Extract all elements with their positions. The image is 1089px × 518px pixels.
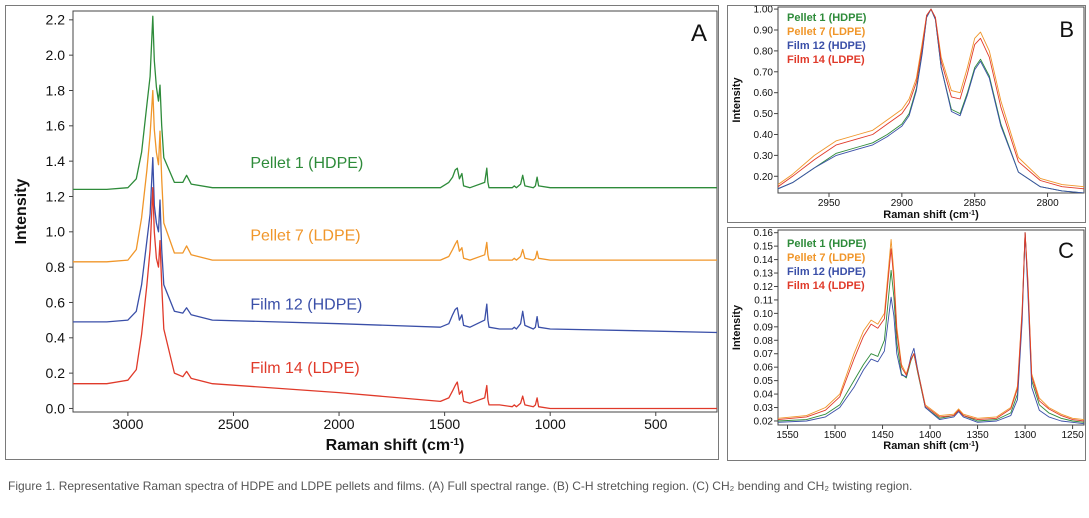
legend-entry-b-3: Film 14 (LDPE) <box>787 54 865 66</box>
legend-entry-c-2: Film 12 (HDPE) <box>787 266 866 278</box>
y-axis-label-c: Intensity <box>731 304 743 350</box>
series-label-a-1: Pellet 7 (LDPE) <box>250 228 360 245</box>
y-tick-label-b: 1.00 <box>754 6 774 16</box>
y-axis-label-a: Intensity <box>13 179 30 245</box>
y-tick-label-a: 1.8 <box>46 82 66 98</box>
x-tick-label-c: 1550 <box>776 430 799 441</box>
legend-entry-c-3: Film 14 (LDPE) <box>787 280 865 292</box>
x-tick-label-c: 1400 <box>919 430 942 441</box>
y-tick-label-c: 0.15 <box>754 242 774 253</box>
y-tick-label-c: 0.13 <box>754 269 774 280</box>
y-tick-label-c: 0.02 <box>754 416 774 427</box>
y-tick-label-b: 0.60 <box>754 88 774 99</box>
y-tick-label-a: 1.0 <box>46 224 66 240</box>
y-tick-label-c: 0.06 <box>754 363 774 374</box>
y-tick-label-a: 0.6 <box>46 294 66 310</box>
y-tick-label-c: 0.03 <box>754 403 774 414</box>
x-tick-label-c: 1350 <box>966 430 989 441</box>
y-tick-label-c: 0.04 <box>754 390 774 401</box>
series-label-a-3: Film 14 (LDPE) <box>250 360 359 377</box>
y-tick-label-b: 0.70 <box>754 67 774 78</box>
y-tick-label-a: 1.4 <box>46 153 66 169</box>
y-tick-label-c: 0.14 <box>754 255 774 266</box>
x-tick-label-a: 500 <box>644 416 668 432</box>
y-tick-label-a: 0.0 <box>46 400 66 416</box>
x-tick-label-c: 1250 <box>1061 430 1084 441</box>
legend-entry-b-1: Pellet 7 (LDPE) <box>787 26 866 38</box>
series-label-a-0: Pellet 1 (HDPE) <box>250 155 363 172</box>
series-line-a-3 <box>73 187 717 410</box>
chart-b-svg: 2950 2900 2850 2800 0.20 0.30 0.40 0.50 0.60 0.70… <box>731 6 1085 221</box>
panel-b-ch-stretching: 2950 2900 2850 2800 0.20 0.30 0.40 0.50 0.60 0.70… <box>727 5 1086 223</box>
x-tick-label-a: 3000 <box>112 416 143 432</box>
chart-a-svg: 3000 2500 2000 1500 1000 500 0.0 0.2 0.4 0.6 0.8 1.… <box>13 10 718 455</box>
legend-entry-c-1: Pellet 7 (LDPE) <box>787 252 866 264</box>
panel-a-full-spectrum: 3000 2500 2000 1500 1000 500 0.0 0.2 0.4 0.6 0.8 1.… <box>5 5 719 460</box>
panel-letter-c: C <box>1058 238 1074 263</box>
x-tick-label-c: 1300 <box>1014 430 1037 441</box>
legend-entry-b-2: Film 12 (HDPE) <box>787 40 866 52</box>
x-tick-label-b: 2950 <box>818 198 841 209</box>
y-tick-label-c: 0.07 <box>754 349 774 360</box>
y-tick-label-a: 1.6 <box>46 118 66 134</box>
x-tick-label-a: 1500 <box>429 416 460 432</box>
y-tick-label-a: 0.8 <box>46 259 66 275</box>
series-label-a-2: Film 12 (HDPE) <box>250 297 362 314</box>
y-tick-label-c: 0.10 <box>754 309 774 320</box>
y-tick-label-a: 0.4 <box>46 330 66 346</box>
panel-letter-a: A <box>691 20 707 47</box>
x-tick-label-b: 2800 <box>1036 198 1059 209</box>
y-axis-label-b: Intensity <box>731 77 743 123</box>
y-tick-label-a: 0.2 <box>46 365 66 381</box>
plot-area-b <box>777 6 1085 194</box>
series-line-b-2 <box>778 8 1084 193</box>
y-tick-label-b: 0.90 <box>754 25 774 36</box>
y-tick-label-c: 0.12 <box>754 282 774 293</box>
series-line-a-1 <box>73 89 717 263</box>
y-tick-label-c: 0.09 <box>754 322 774 333</box>
x-tick-label-a: 2000 <box>323 416 354 432</box>
chart-c-svg: 1550 1500 1450 1400 1350 1300 1250 0.02 0.03 0.04… <box>731 228 1085 452</box>
figure-caption: Figure 1. Representative Raman spectra o… <box>8 479 913 493</box>
y-tick-label-b: 0.50 <box>754 109 774 120</box>
y-tick-label-b: 0.20 <box>754 172 774 183</box>
x-tick-label-c: 1500 <box>824 430 847 441</box>
x-tick-label-a: 2500 <box>218 416 249 432</box>
y-tick-label-c: 0.08 <box>754 336 774 347</box>
series-line-a-0 <box>73 15 717 191</box>
x-tick-label-b: 2900 <box>891 198 914 209</box>
plot-area-c <box>777 229 1085 426</box>
x-axis-label-c: Raman shift (cm-1) <box>883 440 979 452</box>
y-tick-label-a: 2.0 <box>46 47 66 63</box>
y-tick-label-c: 0.16 <box>754 228 774 239</box>
y-tick-label-c: 0.05 <box>754 376 774 387</box>
y-tick-label-b: 0.80 <box>754 46 774 57</box>
legend-entry-b-0: Pellet 1 (HDPE) <box>787 12 867 24</box>
x-axis-label-b: Raman shift (cm-1) <box>883 209 979 221</box>
y-tick-label-b: 0.30 <box>754 151 774 162</box>
plot-area-a <box>72 10 718 413</box>
x-tick-label-a: 1000 <box>535 416 566 432</box>
y-tick-label-c: 0.11 <box>754 295 773 306</box>
panel-c-ch2-bending: 1550 1500 1450 1400 1350 1300 1250 0.02 0.03 0.04… <box>727 227 1086 461</box>
y-tick-label-a: 1.2 <box>46 188 66 204</box>
x-axis-label-a: Raman shift (cm-1) <box>326 437 465 455</box>
series-line-c-3 <box>778 232 1084 422</box>
y-tick-label-b: 0.40 <box>754 130 774 141</box>
x-tick-label-b: 2850 <box>964 198 987 209</box>
y-tick-label-a: 2.2 <box>46 12 66 28</box>
series-line-b-3 <box>778 8 1084 190</box>
series-line-a-2 <box>73 156 717 334</box>
panel-letter-b: B <box>1059 17 1074 42</box>
x-tick-label-c: 1450 <box>871 430 894 441</box>
legend-entry-c-0: Pellet 1 (HDPE) <box>787 238 867 250</box>
